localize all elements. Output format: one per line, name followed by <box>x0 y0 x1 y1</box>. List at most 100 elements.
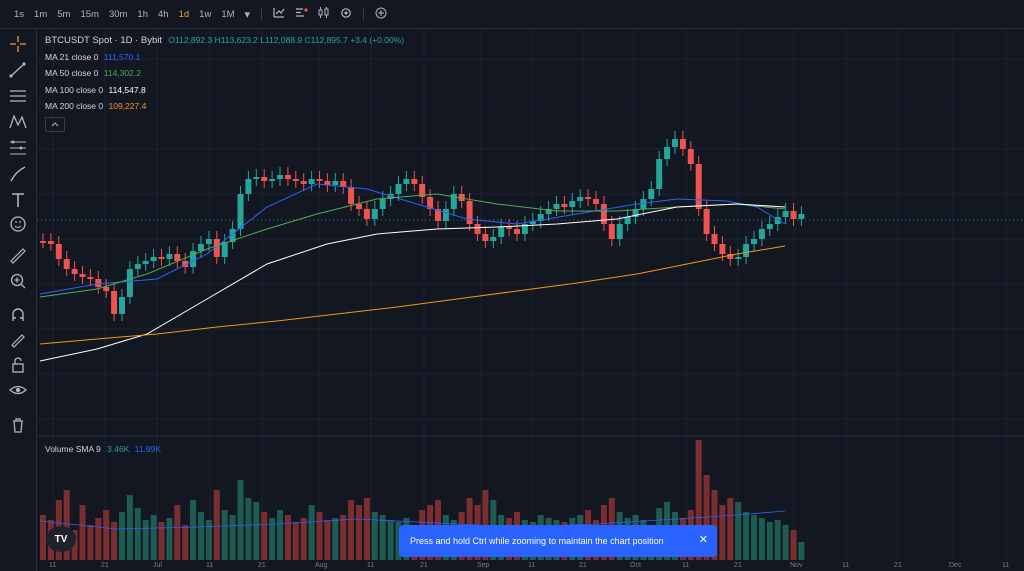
x-axis-label: 21 <box>734 562 742 569</box>
candle-body <box>616 224 623 239</box>
candle-body <box>743 244 750 257</box>
candle-body <box>490 237 497 241</box>
candle-body <box>798 214 805 219</box>
lock-icon[interactable] <box>8 355 28 375</box>
volume-bar <box>356 505 362 560</box>
candle-body <box>466 201 473 224</box>
timeframe-1m[interactable]: 1m <box>34 8 48 20</box>
ma21-value: 111,570.1 <box>103 52 141 62</box>
candle-body <box>687 149 694 164</box>
candle-body <box>624 217 631 224</box>
volume-bar <box>182 525 189 560</box>
volume-bar <box>284 515 291 560</box>
candle-body <box>648 189 655 199</box>
candle-body <box>277 175 283 179</box>
candle-body <box>600 204 607 224</box>
timeframe-1s[interactable]: 1s <box>14 8 25 20</box>
trash-icon[interactable] <box>8 415 28 435</box>
bar-chart-icon[interactable] <box>273 7 285 21</box>
candle-body <box>142 261 149 264</box>
candle-body <box>356 204 362 209</box>
candle-body <box>300 181 307 184</box>
volume-bar <box>798 542 805 560</box>
horizontal-lines-icon[interactable] <box>8 86 28 106</box>
x-axis-label: Jul <box>153 562 162 569</box>
volume-bar <box>126 495 133 560</box>
volume-bar <box>150 515 157 560</box>
candle-body <box>308 179 315 184</box>
candle-body <box>71 269 78 274</box>
candles-icon[interactable] <box>318 7 330 21</box>
symbol-title[interactable]: BTCUSDT Spot · 1D · Bybit <box>45 35 163 46</box>
settings-icon[interactable] <box>340 7 352 22</box>
candle-body <box>656 159 663 189</box>
top-toolbar: 1s 1m 5m 15m 30m 1h 4h 1d 1w 1M ▾ <box>0 0 1024 29</box>
chart-canvas[interactable] <box>37 29 1024 571</box>
legend-ma200[interactable]: MA 200 close 0 109,227.4 <box>45 100 146 112</box>
zoom-icon[interactable] <box>8 271 28 291</box>
candle-body <box>782 211 789 217</box>
volume-bar <box>782 525 789 560</box>
drawing-toolbar <box>0 29 37 571</box>
legend-ma50[interactable]: MA 50 close 0 114,302.2 <box>45 67 141 79</box>
volume-bar <box>213 490 220 560</box>
pencil-lock-icon[interactable] <box>8 329 28 349</box>
toolbar-divider <box>363 7 365 21</box>
volume-bar <box>395 522 402 560</box>
candle-body <box>348 187 355 204</box>
timeframe-group: 1s 1m 5m 15m 30m 1h 4h 1d 1w 1M <box>9 9 240 20</box>
timeframe-1w[interactable]: 1w <box>199 8 212 20</box>
volume-sma-value: 11.99K <box>134 444 162 454</box>
candle-body <box>411 179 418 184</box>
volume-bar <box>292 522 299 560</box>
close-icon[interactable]: ✕ <box>698 534 708 546</box>
volume-bar <box>324 520 331 560</box>
timeframe-1M[interactable]: 1M <box>221 8 235 20</box>
toast-message: Press and hold Ctrl while zooming to mai… <box>410 536 664 546</box>
legend-volume[interactable]: Volume SMA 9 3.46K 11.99K <box>45 443 161 455</box>
candle-body <box>40 241 46 243</box>
crosshair-icon[interactable] <box>8 34 28 54</box>
magnet-icon[interactable] <box>8 305 28 325</box>
ohlc-values: O112,892.3 H113,623.2 L112,088.9 C112,89… <box>168 35 405 45</box>
timeframe-1d[interactable]: 1d <box>178 8 190 20</box>
trend-line-icon[interactable] <box>8 60 28 80</box>
timeframe-15m[interactable]: 15m <box>80 8 99 20</box>
candle-body <box>790 211 797 219</box>
volume-bar <box>363 498 370 560</box>
add-icon[interactable] <box>375 7 387 22</box>
indicators-icon[interactable] <box>295 7 308 21</box>
ma100-line <box>39 203 786 362</box>
text-icon[interactable] <box>8 190 28 210</box>
toolbar-divider <box>261 7 263 21</box>
volume-bar <box>316 512 323 560</box>
candle-body <box>482 234 489 241</box>
chevron-down-icon[interactable]: ▾ <box>244 8 251 21</box>
timeframe-30m[interactable]: 30m <box>108 8 128 20</box>
brush-icon[interactable] <box>8 164 28 184</box>
timeframe-1h[interactable]: 1h <box>137 8 148 20</box>
legend-ma21[interactable]: MA 21 close 0 111,570.1 <box>45 51 140 63</box>
eye-icon[interactable] <box>8 380 28 400</box>
volume-bar <box>277 510 283 560</box>
pattern-icon[interactable] <box>8 112 28 132</box>
x-axis-label: Nov <box>790 562 803 569</box>
candle-body <box>569 201 576 207</box>
legend-symbol-row: BTCUSDT Spot · 1D · Bybit O112,892.3 H11… <box>45 34 404 47</box>
volume-bar <box>269 518 276 560</box>
candle-body <box>245 179 252 194</box>
fib-icon[interactable] <box>8 138 28 158</box>
candle-body <box>292 179 299 181</box>
timeframe-5m[interactable]: 5m <box>57 8 71 20</box>
chart-area[interactable]: BTCUSDT Spot · 1D · Bybit O112,892.3 H11… <box>37 29 1024 571</box>
timeframe-4h[interactable]: 4h <box>158 8 169 20</box>
collapse-legend-button[interactable] <box>45 117 65 132</box>
candle-body <box>111 291 118 314</box>
tradingview-logo[interactable]: TV <box>46 526 76 552</box>
candle-body <box>221 242 228 257</box>
ruler-icon[interactable] <box>8 246 28 266</box>
legend-ma100[interactable]: MA 100 close 0 114,547.8 <box>45 84 146 96</box>
volume-bar <box>743 512 750 560</box>
emoji-icon[interactable] <box>8 214 28 234</box>
candle-body <box>284 175 291 179</box>
